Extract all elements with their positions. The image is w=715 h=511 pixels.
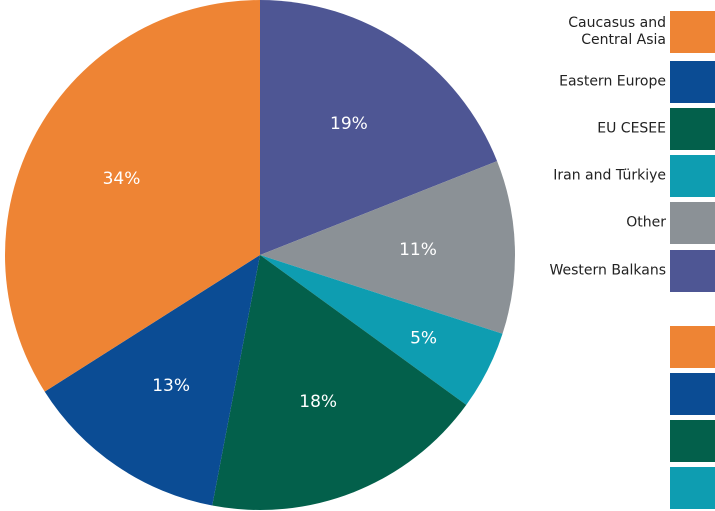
slice-value-label: 5%: [410, 328, 437, 348]
slice-value-label: 18%: [299, 392, 337, 412]
legend: Caucasus and Central Asia Eastern Europe…: [500, 0, 715, 300]
legend-label: Caucasus and Central Asia: [568, 15, 666, 48]
legend2-swatch: [670, 467, 715, 509]
legend-label: EU CESEE: [597, 120, 666, 137]
legend-item-eu-cesee: EU CESEE: [500, 108, 715, 150]
legend-item-other: Other: [500, 202, 715, 244]
slice-value-label: 34%: [103, 169, 141, 189]
legend-label: Other: [626, 214, 666, 231]
legend-swatch: [670, 61, 715, 103]
legend-swatch: [670, 108, 715, 150]
pie-slice: [44, 255, 261, 506]
slice-value-label: 11%: [399, 240, 437, 260]
legend-swatch: [670, 250, 715, 292]
legend2-swatch: [670, 326, 715, 368]
legend2-swatch: [670, 373, 715, 415]
legend-swatch: [670, 155, 715, 197]
legend-item-iran-turkiye: Iran and Türkiye: [500, 155, 715, 197]
legend-item-western-balkans: Western Balkans: [500, 250, 715, 292]
legend-label: Western Balkans: [549, 262, 666, 279]
legend-swatch: [670, 202, 715, 244]
legend-item-eastern-europe: Eastern Europe: [500, 61, 715, 103]
pie-slice: [260, 0, 498, 255]
pie-slice: [212, 255, 467, 510]
pie-slice: [260, 161, 515, 334]
slice-value-label: 13%: [152, 376, 190, 396]
legend-label: Iran and Türkiye: [553, 167, 666, 184]
slice-value-label: 19%: [330, 114, 368, 134]
pie-slice: [5, 0, 260, 392]
pie-slice: [260, 255, 503, 405]
second-legend-swatches: [670, 326, 715, 511]
legend-item-caucasus-central-asia: Caucasus and Central Asia: [500, 11, 715, 53]
legend2-swatch: [670, 420, 715, 462]
legend-label: Eastern Europe: [559, 73, 666, 90]
legend-swatch: [670, 11, 715, 53]
